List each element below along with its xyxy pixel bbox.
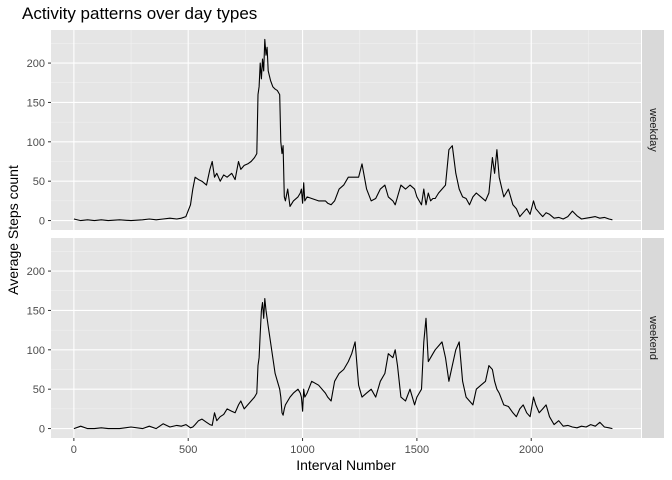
chart-title: Activity patterns over day types [22,4,258,23]
x-tick-label: 1000 [290,444,314,456]
series-line-weekday [73,38,613,222]
y-tick-label: 0 [39,424,45,436]
panel-background [51,30,641,230]
y-tick-label: 50 [33,384,45,396]
y-tick-label: 200 [27,58,45,70]
x-axis-title: Interval Number [296,457,396,473]
x-tick-label: 0 [71,444,77,456]
x-tick-label: 500 [179,444,197,456]
y-tick-label: 0 [39,216,45,228]
y-tick-label: 200 [27,266,45,278]
facet-strip-label: weekday [647,107,659,152]
y-axis-title: Average Steps count [5,165,21,295]
facet-strip-label: weekend [647,315,659,360]
facet-strip [642,238,664,438]
panel-weekday: 0 50 100 150 200 weekday [27,30,664,230]
y-tick-label: 100 [27,137,45,149]
y-tick-label: 150 [27,305,45,317]
y-tick-label: 50 [33,176,45,188]
facet-strip [642,30,664,230]
y-tick-label: 100 [27,345,45,357]
panel-layer: 0 50 100 150 200 weekday 0 50 100 150 200 weekend 0 5… [27,30,664,456]
y-tick-label: 150 [27,97,45,109]
panel-weekend: 0 50 100 150 200 weekend [27,238,664,438]
series-line-weekend [73,298,613,430]
x-tick-label: 1500 [405,444,429,456]
panel-background [51,238,641,438]
x-tick-label: 2000 [519,444,543,456]
